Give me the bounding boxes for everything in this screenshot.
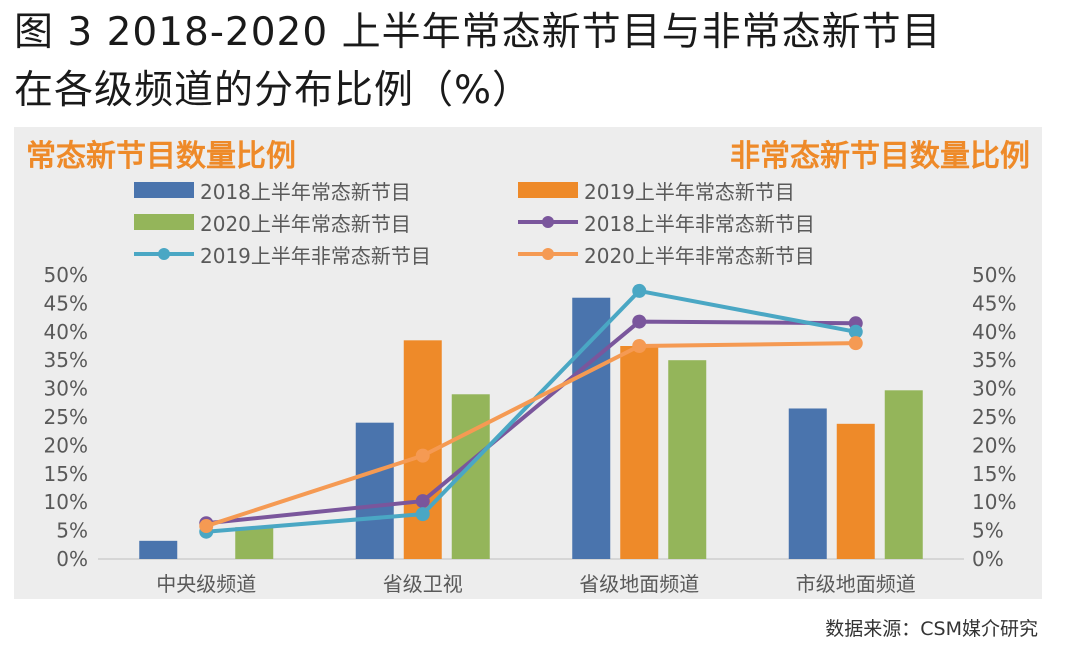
- bar: [572, 297, 611, 559]
- data-source-note: 数据来源：CSM媒介研究: [825, 618, 1038, 640]
- line-point: [199, 519, 214, 534]
- chart-panel: 常态新节目数量比例 非常态新节目数量比例 0% 0% 5% 5% 10% 10% 15% 15…: [14, 127, 1042, 599]
- x-tick-label: 中央级频道: [156, 572, 256, 596]
- bar: [355, 422, 394, 559]
- line-point: [415, 507, 430, 522]
- x-tick-label: 省级地面频道: [579, 572, 699, 596]
- figure-title-line2: 在各级频道的分布比例（%）: [14, 68, 533, 113]
- right-axis-title: 非常态新节目数量比例: [730, 139, 1030, 174]
- bar: [884, 390, 923, 559]
- legend-swatch: [134, 182, 194, 198]
- figure-title: 图 3 2018-2020 上半年常态新节目与非常态新节目 在各级频道的分布比例…: [14, 4, 942, 120]
- line-point: [415, 448, 430, 463]
- legend-item-2020-special: 2020上半年非常态新节目: [518, 239, 815, 269]
- y-tick-label-left: 25%: [44, 405, 88, 429]
- y-tick-label-left: 45%: [44, 291, 88, 315]
- y-tick-label-left: 20%: [44, 433, 88, 457]
- x-tick-label: 市级地面频道: [796, 572, 916, 596]
- legend-label: 2019上半年非常态新节目: [200, 243, 431, 268]
- legend-swatch: [518, 214, 578, 230]
- y-tick-label-left: 50%: [44, 263, 88, 287]
- legend-item-2019-regular: 2019上半年常态新节目: [518, 175, 795, 205]
- line-point: [848, 324, 863, 339]
- legend-swatch: [134, 246, 194, 262]
- line-point: [632, 314, 647, 329]
- legend-label: 2018上半年非常态新节目: [584, 211, 815, 236]
- line-point: [632, 339, 647, 353]
- legend-item-2018-special: 2018上半年非常态新节目: [518, 207, 815, 237]
- bar: [139, 540, 178, 559]
- series-line: [205, 341, 856, 528]
- legend-item-2020-regular: 2020上半年常态新节目: [134, 207, 411, 237]
- line-point: [632, 283, 647, 298]
- series-line: [206, 319, 856, 526]
- legend-label: 2019上半年常态新节目: [584, 179, 795, 204]
- y-tick-label-right: 40%: [972, 320, 1016, 344]
- bar: [788, 408, 827, 559]
- y-tick-label-right: 30%: [972, 377, 1016, 401]
- legend-swatch: [518, 246, 578, 262]
- bar: [620, 346, 659, 559]
- bar: [836, 423, 875, 559]
- y-tick-label-left: 30%: [44, 377, 88, 401]
- legend-swatch: [518, 182, 578, 198]
- legend-label: 2018上半年常态新节目: [200, 179, 411, 204]
- legend-swatch: [134, 214, 194, 230]
- chart-plot: 0% 0% 5% 5% 10% 10% 15% 15% 20% 20% 25% 25% 30% 30% 35…: [44, 263, 1017, 596]
- line-point: [848, 336, 863, 351]
- x-tick-label: 省级卫视: [383, 572, 463, 596]
- y-tick-label-right: 25%: [972, 405, 1016, 429]
- y-tick-label-right: 15%: [972, 462, 1016, 486]
- bar: [668, 360, 707, 559]
- y-tick-label-right: 0%: [972, 547, 1004, 571]
- y-tick-label-right: 45%: [972, 291, 1016, 315]
- y-tick-label-left: 10%: [44, 490, 88, 514]
- y-tick-label-left: 0%: [56, 547, 88, 571]
- chart-legend: 2018上半年常态新节目 2019上半年常态新节目 2020上半年常态新节目 2…: [130, 175, 910, 271]
- line-point: [415, 494, 430, 509]
- legend-item-2019-special: 2019上半年非常态新节目: [134, 239, 431, 269]
- legend-item-2018-regular: 2018上半年常态新节目: [134, 175, 411, 205]
- y-tick-label-right: 5%: [972, 519, 1004, 543]
- y-tick-label-right: 20%: [972, 433, 1016, 457]
- y-tick-label-left: 40%: [44, 320, 88, 344]
- legend-label: 2020上半年非常态新节目: [584, 243, 815, 268]
- y-tick-label-right: 10%: [972, 490, 1016, 514]
- left-axis-title: 常态新节目数量比例: [26, 139, 296, 174]
- y-tick-label-left: 15%: [44, 462, 88, 486]
- y-tick-label-right: 50%: [972, 263, 1016, 287]
- legend-label: 2020上半年常态新节目: [200, 211, 411, 236]
- y-tick-label-left: 35%: [44, 348, 88, 372]
- bar: [235, 527, 274, 559]
- y-tick-label-right: 35%: [972, 348, 1016, 372]
- y-tick-label-left: 5%: [56, 519, 88, 543]
- figure-title-line1: 图 3 2018-2020 上半年常态新节目与非常态新节目: [14, 10, 942, 55]
